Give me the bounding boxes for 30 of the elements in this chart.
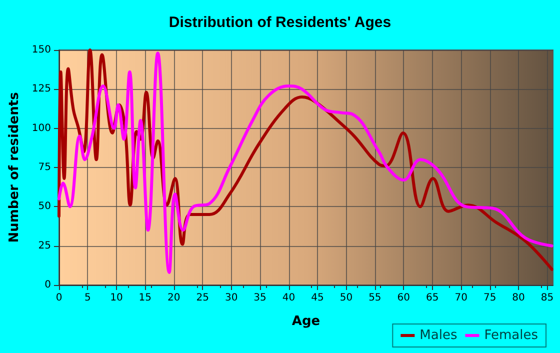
x-tick-label: 5 bbox=[84, 292, 91, 304]
y-tick-label: 75 bbox=[38, 162, 51, 173]
legend-label: Males bbox=[420, 328, 458, 343]
x-tick-label: 0 bbox=[56, 292, 62, 304]
x-tick-label: 35 bbox=[254, 292, 266, 304]
x-tick-label: 75 bbox=[483, 292, 496, 304]
y-tick-label: 150 bbox=[32, 44, 51, 56]
x-tick-label: 25 bbox=[196, 292, 209, 304]
y-tick-label: 50 bbox=[38, 201, 51, 212]
x-tick-label: 65 bbox=[426, 292, 439, 304]
x-tick-label: 55 bbox=[368, 292, 382, 304]
x-tick-label: 85 bbox=[540, 292, 554, 304]
x-tick-label: 40 bbox=[282, 292, 296, 304]
y-tick-label: 25 bbox=[38, 240, 51, 252]
x-tick-label: 30 bbox=[224, 292, 238, 304]
x-tick-label: 50 bbox=[340, 292, 353, 304]
x-tick-label: 80 bbox=[512, 292, 525, 304]
x-axis-title: Age bbox=[292, 314, 320, 329]
x-tick-label: 60 bbox=[397, 292, 410, 304]
y-tick-label: 100 bbox=[32, 122, 51, 134]
y-tick-label: 0 bbox=[44, 280, 51, 290]
chart-title: Distribution of Residents' Ages bbox=[168, 14, 392, 31]
x-tick-label: 20 bbox=[168, 292, 180, 304]
y-tick-label: 125 bbox=[32, 84, 51, 95]
y-axis-title: Number of residents bbox=[7, 92, 22, 243]
x-tick-label: 15 bbox=[138, 292, 152, 304]
legend-label: Females bbox=[484, 328, 538, 343]
x-tick-label: 45 bbox=[311, 292, 324, 304]
x-tick-label: 70 bbox=[454, 292, 468, 304]
x-tick-label: 10 bbox=[110, 292, 123, 304]
